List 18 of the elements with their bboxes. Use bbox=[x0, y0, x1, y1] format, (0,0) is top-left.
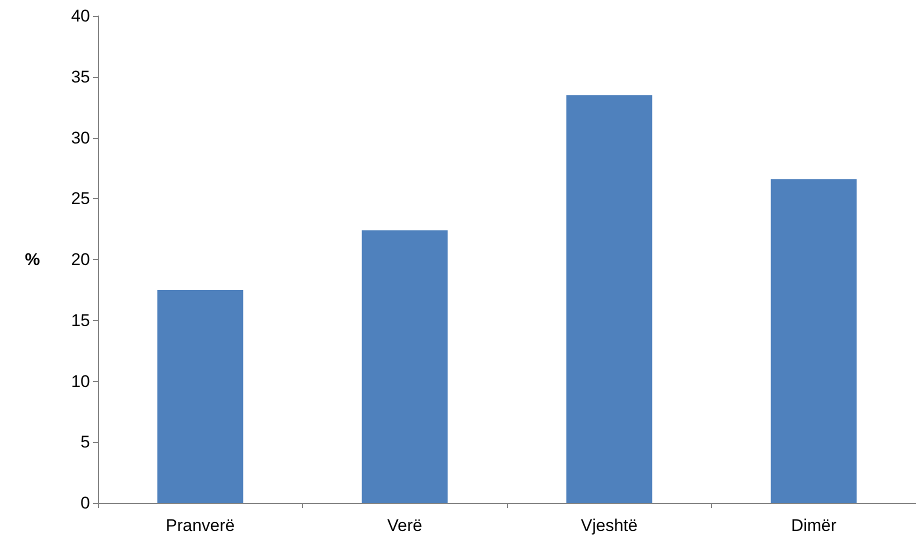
x-tick-label: Verë bbox=[387, 516, 422, 535]
y-tick-label: 30 bbox=[71, 128, 90, 148]
y-axis-title: % bbox=[24, 250, 40, 269]
bar bbox=[157, 290, 244, 503]
y-tick-label: 5 bbox=[80, 432, 90, 452]
y-tick-label: 35 bbox=[71, 67, 90, 86]
bar bbox=[566, 95, 652, 503]
y-tick-label: 10 bbox=[71, 372, 90, 391]
x-tick-label: Vjeshtë bbox=[580, 516, 638, 535]
bar bbox=[770, 179, 857, 503]
y-tick-label: 0 bbox=[80, 494, 90, 512]
x-tick-label: Dimër bbox=[791, 516, 837, 535]
y-tick-label: 15 bbox=[71, 310, 90, 330]
bar bbox=[362, 230, 448, 503]
x-tick-label: Pranverë bbox=[166, 516, 235, 535]
y-tick-label: 25 bbox=[71, 189, 90, 208]
y-tick-label: 20 bbox=[71, 250, 90, 269]
y-tick-label: 40 bbox=[71, 6, 90, 26]
